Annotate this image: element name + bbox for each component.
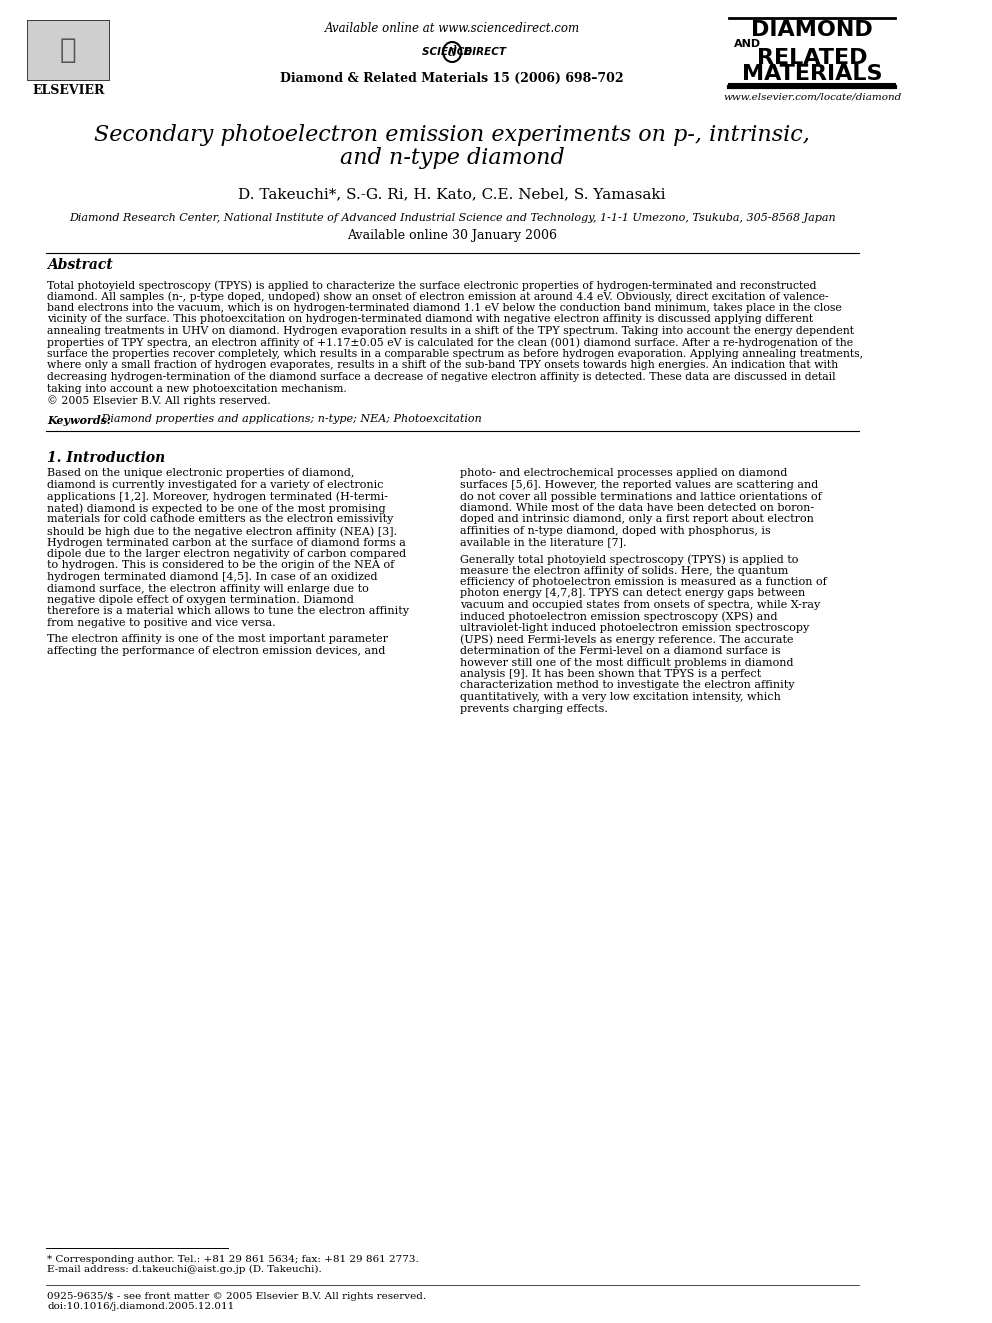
- Text: doi:10.1016/j.diamond.2005.12.011: doi:10.1016/j.diamond.2005.12.011: [48, 1302, 235, 1311]
- Text: photo- and electrochemical processes applied on diamond: photo- and electrochemical processes app…: [460, 468, 788, 479]
- Text: characterization method to investigate the electron affinity: characterization method to investigate t…: [460, 680, 795, 691]
- Text: prevents charging effects.: prevents charging effects.: [460, 704, 608, 713]
- Text: band electrons into the vacuum, which is on hydrogen-terminated diamond 1.1 eV b: band electrons into the vacuum, which is…: [48, 303, 842, 314]
- Text: Generally total photoyield spectroscopy (TPYS) is applied to: Generally total photoyield spectroscopy …: [460, 554, 799, 565]
- Text: analysis [9]. It has been shown that TPYS is a perfect: analysis [9]. It has been shown that TPY…: [460, 669, 762, 679]
- Text: induced photoelectron emission spectroscopy (XPS) and: induced photoelectron emission spectrosc…: [460, 611, 778, 622]
- Text: Diamond & Related Materials 15 (2006) 698–702: Diamond & Related Materials 15 (2006) 69…: [281, 71, 624, 85]
- Text: surfaces [5,6]. However, the reported values are scattering and: surfaces [5,6]. However, the reported va…: [460, 480, 818, 490]
- Text: * Corresponding author. Tel.: +81 29 861 5634; fax: +81 29 861 2773.: * Corresponding author. Tel.: +81 29 861…: [48, 1256, 420, 1263]
- Text: Secondary photoelectron emission experiments on p-, intrinsic,: Secondary photoelectron emission experim…: [94, 124, 810, 146]
- Text: annealing treatments in UHV on diamond. Hydrogen evaporation results in a shift : annealing treatments in UHV on diamond. …: [48, 325, 854, 336]
- Text: MATERIALS: MATERIALS: [742, 64, 883, 83]
- Text: DIAMOND: DIAMOND: [751, 20, 873, 40]
- Text: 🌳: 🌳: [61, 36, 76, 64]
- Text: from negative to positive and vice versa.: from negative to positive and vice versa…: [48, 618, 276, 628]
- Text: do not cover all possible terminations and lattice orientations of: do not cover all possible terminations a…: [460, 492, 822, 501]
- Text: Total photoyield spectroscopy (TPYS) is applied to characterize the surface elec: Total photoyield spectroscopy (TPYS) is …: [48, 280, 816, 291]
- Text: taking into account a new photoexcitation mechanism.: taking into account a new photoexcitatio…: [48, 384, 347, 393]
- Text: nated) diamond is expected to be one of the most promising: nated) diamond is expected to be one of …: [48, 503, 386, 513]
- Text: dipole due to the larger electron negativity of carbon compared: dipole due to the larger electron negati…: [48, 549, 407, 560]
- Text: 0925-9635/$ - see front matter © 2005 Elsevier B.V. All rights reserved.: 0925-9635/$ - see front matter © 2005 El…: [48, 1293, 427, 1301]
- Text: efficiency of photoelectron emission is measured as a function of: efficiency of photoelectron emission is …: [460, 577, 827, 587]
- Text: doped and intrinsic diamond, only a first report about electron: doped and intrinsic diamond, only a firs…: [460, 515, 814, 524]
- Text: quantitatively, with a very low excitation intensity, which: quantitatively, with a very low excitati…: [460, 692, 782, 703]
- Text: d: d: [447, 45, 456, 60]
- Text: (UPS) need Fermi-levels as energy reference. The accurate: (UPS) need Fermi-levels as energy refere…: [460, 635, 794, 646]
- Bar: [28, 20, 109, 79]
- Text: Diamond properties and applications; n-type; NEA; Photoexcitation: Diamond properties and applications; n-t…: [98, 414, 482, 425]
- Text: AND: AND: [734, 38, 761, 49]
- Text: diamond. All samples (n-, p-type doped, undoped) show an onset of electron emiss: diamond. All samples (n-, p-type doped, …: [48, 291, 829, 302]
- Text: available in the literature [7].: available in the literature [7].: [460, 537, 627, 548]
- Text: surface the properties recover completely, which results in a comparable spectru: surface the properties recover completel…: [48, 349, 863, 359]
- Text: diamond surface, the electron affinity will enlarge due to: diamond surface, the electron affinity w…: [48, 583, 369, 594]
- Text: © 2005 Elsevier B.V. All rights reserved.: © 2005 Elsevier B.V. All rights reserved…: [48, 396, 271, 406]
- Text: affecting the performance of electron emission devices, and: affecting the performance of electron em…: [48, 646, 386, 656]
- Text: vicinity of the surface. This photoexcitation on hydrogen-terminated diamond wit: vicinity of the surface. This photoexcit…: [48, 315, 813, 324]
- Text: therefore is a material which allows to tune the electron affinity: therefore is a material which allows to …: [48, 606, 410, 617]
- Text: diamond. While most of the data have been detected on boron-: diamond. While most of the data have bee…: [460, 503, 814, 513]
- Text: Abstract: Abstract: [48, 258, 113, 273]
- Text: affinities of n-type diamond, doped with phosphorus, is: affinities of n-type diamond, doped with…: [460, 527, 771, 536]
- Text: RELATED: RELATED: [757, 48, 868, 67]
- Text: diamond is currently investigated for a variety of electronic: diamond is currently investigated for a …: [48, 480, 384, 490]
- Text: vacuum and occupied states from onsets of spectra, while X-ray: vacuum and occupied states from onsets o…: [460, 601, 820, 610]
- Text: ELSEVIER: ELSEVIER: [32, 83, 104, 97]
- Text: DIRECT: DIRECT: [460, 48, 506, 57]
- Text: hydrogen terminated diamond [4,5]. In case of an oxidized: hydrogen terminated diamond [4,5]. In ca…: [48, 572, 378, 582]
- Text: Available online at www.sciencedirect.com: Available online at www.sciencedirect.co…: [324, 21, 579, 34]
- Bar: [28, 20, 109, 79]
- Text: Keywords:: Keywords:: [48, 414, 111, 426]
- Text: Hydrogen terminated carbon at the surface of diamond forms a: Hydrogen terminated carbon at the surfac…: [48, 537, 407, 548]
- Text: and n-type diamond: and n-type diamond: [340, 147, 564, 169]
- Text: where only a small fraction of hydrogen evaporates, results in a shift of the su: where only a small fraction of hydrogen …: [48, 360, 838, 370]
- Text: SCIENCE: SCIENCE: [422, 48, 482, 57]
- Text: photon energy [4,7,8]. TPYS can detect energy gaps between: photon energy [4,7,8]. TPYS can detect e…: [460, 589, 806, 598]
- Text: www.elsevier.com/locate/diamond: www.elsevier.com/locate/diamond: [723, 93, 902, 102]
- Text: Available online 30 January 2006: Available online 30 January 2006: [347, 229, 558, 242]
- Text: The electron affinity is one of the most important parameter: The electron affinity is one of the most…: [48, 635, 389, 644]
- Text: measure the electron affinity of solids. Here, the quantum: measure the electron affinity of solids.…: [460, 565, 789, 576]
- Text: decreasing hydrogen-termination of the diamond surface a decrease of negative el: decreasing hydrogen-termination of the d…: [48, 372, 836, 382]
- Text: Diamond Research Center, National Institute of Advanced Industrial Science and T: Diamond Research Center, National Instit…: [68, 213, 835, 224]
- Text: however still one of the most difficult problems in diamond: however still one of the most difficult …: [460, 658, 794, 668]
- Text: E-mail address: d.takeuchi@aist.go.jp (D. Takeuchi).: E-mail address: d.takeuchi@aist.go.jp (D…: [48, 1265, 322, 1274]
- Text: properties of TPY spectra, an electron affinity of +1.17±0.05 eV is calculated f: properties of TPY spectra, an electron a…: [48, 337, 853, 348]
- Text: ultraviolet-light induced photoelectron emission spectroscopy: ultraviolet-light induced photoelectron …: [460, 623, 809, 632]
- Text: to hydrogen. This is considered to be the origin of the NEA of: to hydrogen. This is considered to be th…: [48, 561, 395, 570]
- Text: applications [1,2]. Moreover, hydrogen terminated (H-termi-: applications [1,2]. Moreover, hydrogen t…: [48, 492, 389, 501]
- Text: D. Takeuchi*, S.-G. Ri, H. Kato, C.E. Nebel, S. Yamasaki: D. Takeuchi*, S.-G. Ri, H. Kato, C.E. Ne…: [238, 187, 666, 201]
- Text: 1. Introduction: 1. Introduction: [48, 451, 166, 464]
- Text: Based on the unique electronic properties of diamond,: Based on the unique electronic propertie…: [48, 468, 355, 479]
- Text: materials for cold cathode emitters as the electron emissivity: materials for cold cathode emitters as t…: [48, 515, 394, 524]
- Text: should be high due to the negative electron affinity (NEA) [3].: should be high due to the negative elect…: [48, 527, 398, 537]
- Text: negative dipole effect of oxygen termination. Diamond: negative dipole effect of oxygen termina…: [48, 595, 354, 605]
- Text: determination of the Fermi-level on a diamond surface is: determination of the Fermi-level on a di…: [460, 646, 781, 656]
